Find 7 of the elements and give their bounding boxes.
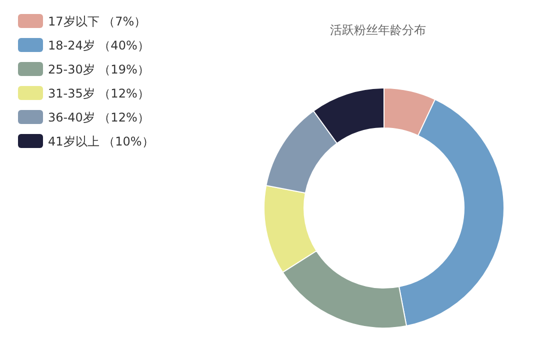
legend-label: 18-24岁 （40%） [48,38,150,52]
legend-label: 31-35岁 （12%） [48,86,150,100]
legend-label: 25-30岁 （19%） [48,62,150,76]
legend-label: 41岁以上 （10%） [48,134,154,148]
text: 活跃粉丝年龄分布 [330,23,426,37]
legend-label: 17岁以下 （7%） [48,14,146,28]
legend-label: 36-40岁 （12%） [48,110,150,124]
